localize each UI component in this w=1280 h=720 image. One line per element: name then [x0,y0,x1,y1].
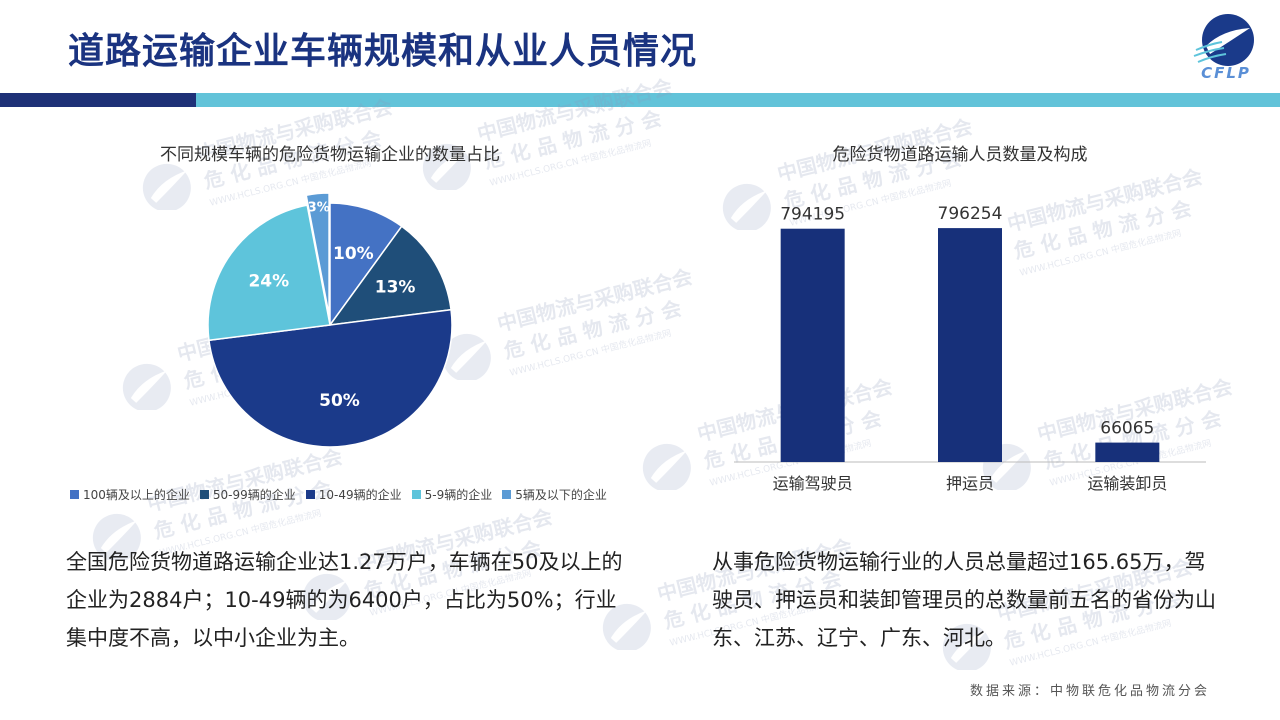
legend-swatch [305,490,315,499]
pie-chart-title: 不同规模车辆的危险货物运输企业的数量占比 [160,145,500,165]
pie-slice-1 [329,202,403,328]
svg-text:中国物流与采购联合会: 中国物流与采购联合会 [495,264,695,336]
pie-slice-2 [328,225,452,326]
legend-swatch [502,490,512,499]
pie-slice-label-4: 24% [248,272,289,292]
pie-slice-label-5: 3% [308,201,330,216]
legend-item-3: 10-49辆的企业 [305,486,402,503]
cflp-logo-text: CFLP [1201,64,1251,82]
pie-slice-3 [208,308,453,448]
svg-text:中国物流与采购联合会: 中国物流与采购联合会 [475,74,675,146]
cflp-logo-icon [1193,14,1254,66]
x-tick-label-3: 运输装卸员 [1087,474,1167,493]
legend-label: 5辆及以下的企业 [515,488,607,502]
x-tick-label-1: 运输驾驶员 [773,474,853,493]
pie-slice-label-1: 10% [333,244,374,264]
pie-legend: 100辆及以上的企业 50-99辆的企业 10-49辆的企业 5-9辆的企业 5辆及以下… [70,486,630,503]
bar-value-label-1: 794195 [780,205,845,225]
left-description: 全国危险货物道路运输企业达1.27万户，车辆在50及以上的企业为2884户；10… [66,550,623,650]
page-title: 道路运输企业车辆规模和从业人员情况 [68,31,698,72]
svg-text:危 化 品 物 流 分 会: 危 化 品 物 流 分 会 [502,296,684,363]
bar-chart: 794195 运输驾驶员 796254 押运员 66065 运输装卸员 [734,204,1206,493]
header-band-dark [0,93,196,107]
pie-slice-4 [207,204,331,342]
legend-item-1: 100辆及以上的企业 [70,486,190,503]
legend-swatch [199,490,209,499]
legend-item-2: 50-99辆的企业 [199,486,296,503]
legend-item-5: 5辆及以下的企业 [502,486,607,503]
pie-slice-label-3: 50% [319,391,360,411]
pie-slice-5 [305,192,330,316]
legend-label: 50-99辆的企业 [212,488,296,502]
legend-label: 100辆及以上的企业 [83,488,190,502]
bar-value-label-2: 796254 [938,204,1003,224]
x-tick-label-2: 押运员 [946,474,994,493]
bar-2 [938,228,1002,462]
bar-3 [1095,442,1160,462]
bar-value-label-3: 66065 [1100,419,1154,439]
bar-chart-title: 危险货物道路运输人员数量及构成 [832,145,1088,165]
legend-swatch [70,490,79,499]
legend-swatch [411,490,421,499]
pie-slice-label-2: 13% [375,277,416,297]
bar-1 [780,228,845,462]
legend-label: 10-49辆的企业 [318,488,402,502]
header-band-light [196,93,1280,107]
pie-chart: 10%13% 50% 24% 3% [207,192,453,448]
data-source: 数据来源：中物联危化品物流分会 [969,684,1210,699]
legend-label: 5-9辆的企业 [424,488,493,502]
legend-item-4: 5-9辆的企业 [411,486,493,503]
right-description: 从事危险货物运输行业的人员总量超过165.65万，驾驶员、押运员和装卸管理员的总… [712,550,1216,650]
svg-text:WWW.HCLS.ORG.CN 中国危化品物流网: WWW.HCLS.ORG.CN 中国危化品物流网 [508,327,672,379]
